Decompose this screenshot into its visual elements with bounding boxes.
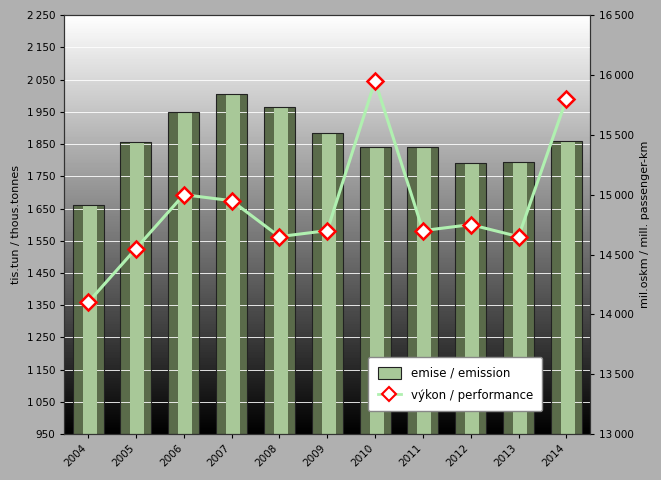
Bar [130,143,145,434]
Bar [216,94,247,434]
Bar [322,133,336,434]
Bar [551,141,582,434]
Y-axis label: mil.oskm / mill. passenger-km: mil.oskm / mill. passenger-km [640,141,650,308]
Bar [503,162,534,434]
Bar [120,143,151,434]
Bar [513,162,527,434]
Bar [226,94,240,434]
Bar [360,147,391,434]
Bar [264,107,295,434]
Bar [455,163,486,434]
Bar [274,107,288,434]
Bar [168,112,200,434]
Legend: emise / emission, výkon / performance: emise / emission, výkon / performance [368,357,542,411]
Bar [73,205,104,434]
Bar [551,141,582,434]
Bar [407,147,438,434]
Bar [216,94,247,434]
Bar [360,147,391,434]
Bar [83,205,97,434]
Bar [168,112,200,434]
Bar [465,163,479,434]
Bar [264,107,295,434]
Bar [369,147,383,434]
Y-axis label: tis.tun / thous.tonnes: tis.tun / thous.tonnes [11,165,21,284]
Bar [73,205,104,434]
Bar [503,162,534,434]
Bar [178,112,192,434]
Bar [418,147,432,434]
Bar [561,141,575,434]
Bar [120,143,151,434]
Bar [312,133,343,434]
Bar [455,163,486,434]
Bar [407,147,438,434]
Bar [312,133,343,434]
